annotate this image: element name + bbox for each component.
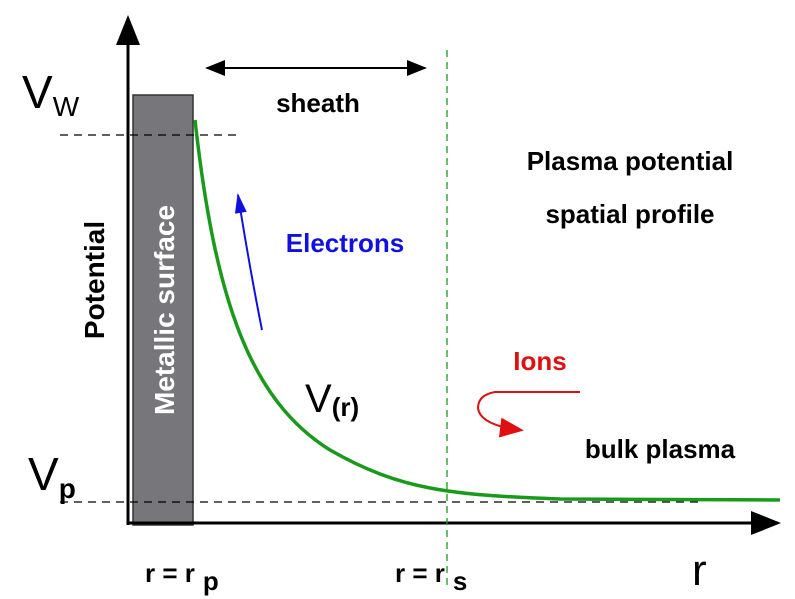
wall-potential-label: VW xyxy=(22,66,80,122)
sheath-label: sheath xyxy=(276,88,360,118)
potential-curve xyxy=(193,119,781,502)
ion-arrow xyxy=(476,391,580,438)
electrons-label: Electrons xyxy=(286,228,405,258)
electron-arrow xyxy=(234,193,263,331)
bulk-label: bulk plasma xyxy=(585,434,736,464)
x-axis-label: r xyxy=(692,546,707,595)
plasma-potential-label: Vp xyxy=(28,448,76,504)
ions-label: Ions xyxy=(513,346,566,376)
curve-label: V(r) xyxy=(305,377,359,422)
surface-label: Metallic surface xyxy=(149,205,180,415)
title-line: spatial profile xyxy=(545,199,714,229)
metal-block xyxy=(132,94,194,526)
y-axis-label: Potential xyxy=(79,221,110,339)
title-line: Plasma potential xyxy=(527,146,734,176)
